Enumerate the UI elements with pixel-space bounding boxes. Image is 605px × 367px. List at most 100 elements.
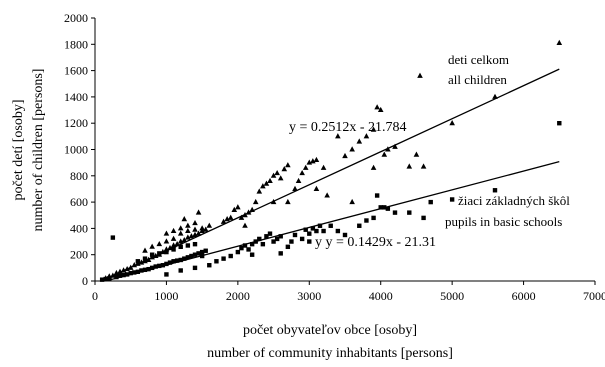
point-all-children: [185, 222, 191, 228]
point-pupils: [178, 257, 183, 263]
x-tick-label: 4000: [369, 289, 393, 303]
x-tick-label: 3000: [297, 289, 321, 303]
point-all-children: [295, 177, 302, 184]
point-pupils: [199, 253, 205, 259]
point-pupils: [189, 253, 194, 259]
point-all-children: [120, 267, 127, 273]
x-tick-label: 7000: [583, 289, 605, 303]
point-all-children: [313, 185, 320, 191]
series-label-pupils-sk: žiaci základných škôl: [458, 193, 570, 208]
point-pupils: [449, 197, 455, 202]
x-tick-label: 1000: [154, 289, 178, 303]
point-all-children: [202, 226, 209, 232]
point-pupils: [278, 251, 283, 256]
point-pupils: [107, 276, 112, 281]
point-pupils: [285, 244, 291, 250]
point-all-children: [185, 227, 191, 234]
point-pupils: [257, 236, 262, 242]
point-all-children: [242, 212, 248, 218]
point-all-children: [392, 143, 398, 149]
point-all-children: [281, 166, 288, 172]
y-tick-label: 400: [70, 221, 88, 235]
point-all-children: [142, 247, 148, 253]
point-all-children: [363, 133, 370, 139]
series-label-pupils-en: pupils in basic schools: [445, 214, 562, 229]
point-pupils: [171, 259, 176, 264]
point-all-children: [220, 218, 227, 224]
point-all-children: [420, 163, 427, 169]
point-pupils: [321, 228, 326, 234]
point-pupils: [274, 236, 280, 242]
point-all-children: [163, 238, 170, 244]
point-all-children: [292, 185, 298, 191]
point-pupils: [278, 234, 283, 239]
x-tick-label: 0: [92, 289, 98, 303]
point-all-children: [313, 156, 320, 163]
point-all-children: [206, 222, 213, 228]
equation-pupils: y y = 0.1429x - 21.31: [315, 235, 436, 250]
y-tick-label: 0: [82, 274, 88, 288]
point-pupils: [267, 231, 273, 236]
point-all-children: [245, 209, 252, 215]
point-pupils: [335, 228, 341, 234]
point-pupils: [124, 272, 130, 277]
point-pupils: [557, 121, 562, 126]
point-all-children: [252, 198, 259, 205]
point-pupils: [160, 263, 166, 268]
point-all-children: [306, 159, 313, 165]
data-points: [99, 39, 563, 282]
point-pupils: [328, 223, 333, 228]
point-all-children: [242, 222, 248, 228]
point-pupils: [121, 272, 126, 278]
point-all-children: [181, 237, 188, 243]
point-all-children: [277, 175, 284, 181]
y-ticks: 0 200 400 600 800 1000 1200 1400 1600 1800 2000: [64, 11, 95, 288]
y-tick-label: 1200: [64, 116, 88, 130]
point-all-children: [299, 169, 305, 176]
point-pupils: [239, 245, 244, 251]
point-pupils: [149, 252, 155, 257]
point-pupils: [167, 260, 173, 265]
point-all-children: [181, 215, 188, 222]
point-all-children: [270, 172, 277, 178]
point-all-children: [270, 198, 277, 205]
point-all-children: [149, 243, 155, 249]
point-pupils: [164, 249, 169, 255]
point-pupils: [207, 263, 212, 268]
point-pupils: [249, 252, 255, 257]
point-all-children: [320, 164, 327, 170]
point-all-children: [492, 93, 498, 99]
point-pupils: [103, 276, 108, 282]
point-all-children: [256, 188, 263, 194]
point-all-children: [349, 146, 355, 152]
point-pupils: [292, 232, 298, 238]
point-all-children: [302, 164, 309, 170]
y-tick-label: 1600: [64, 64, 88, 78]
point-pupils: [171, 247, 176, 252]
point-all-children: [342, 152, 348, 159]
point-pupils: [192, 252, 198, 257]
point-pupils: [214, 259, 219, 264]
point-pupils: [314, 228, 319, 234]
x-axis-label-en: number of community inhabitants [persons…: [207, 346, 453, 361]
y-tick-label: 600: [70, 195, 88, 209]
point-all-children: [235, 204, 241, 210]
point-all-children: [192, 231, 198, 237]
point-all-children: [192, 219, 198, 226]
point-pupils: [132, 270, 137, 275]
point-all-children: [413, 151, 420, 157]
point-all-children: [185, 234, 191, 240]
x-tick-label: 5000: [440, 289, 464, 303]
point-pupils: [153, 264, 158, 269]
y-tick-label: 1000: [64, 143, 88, 157]
point-all-children: [124, 265, 130, 272]
x-axis-label-sk: počet obyvateľov obce [osoby]: [243, 323, 417, 338]
point-pupils: [310, 226, 316, 231]
point-all-children: [260, 183, 266, 189]
point-all-children: [249, 206, 255, 212]
point-all-children: [188, 233, 195, 239]
point-all-children: [238, 214, 245, 220]
point-pupils: [164, 272, 169, 277]
point-all-children: [267, 177, 273, 184]
